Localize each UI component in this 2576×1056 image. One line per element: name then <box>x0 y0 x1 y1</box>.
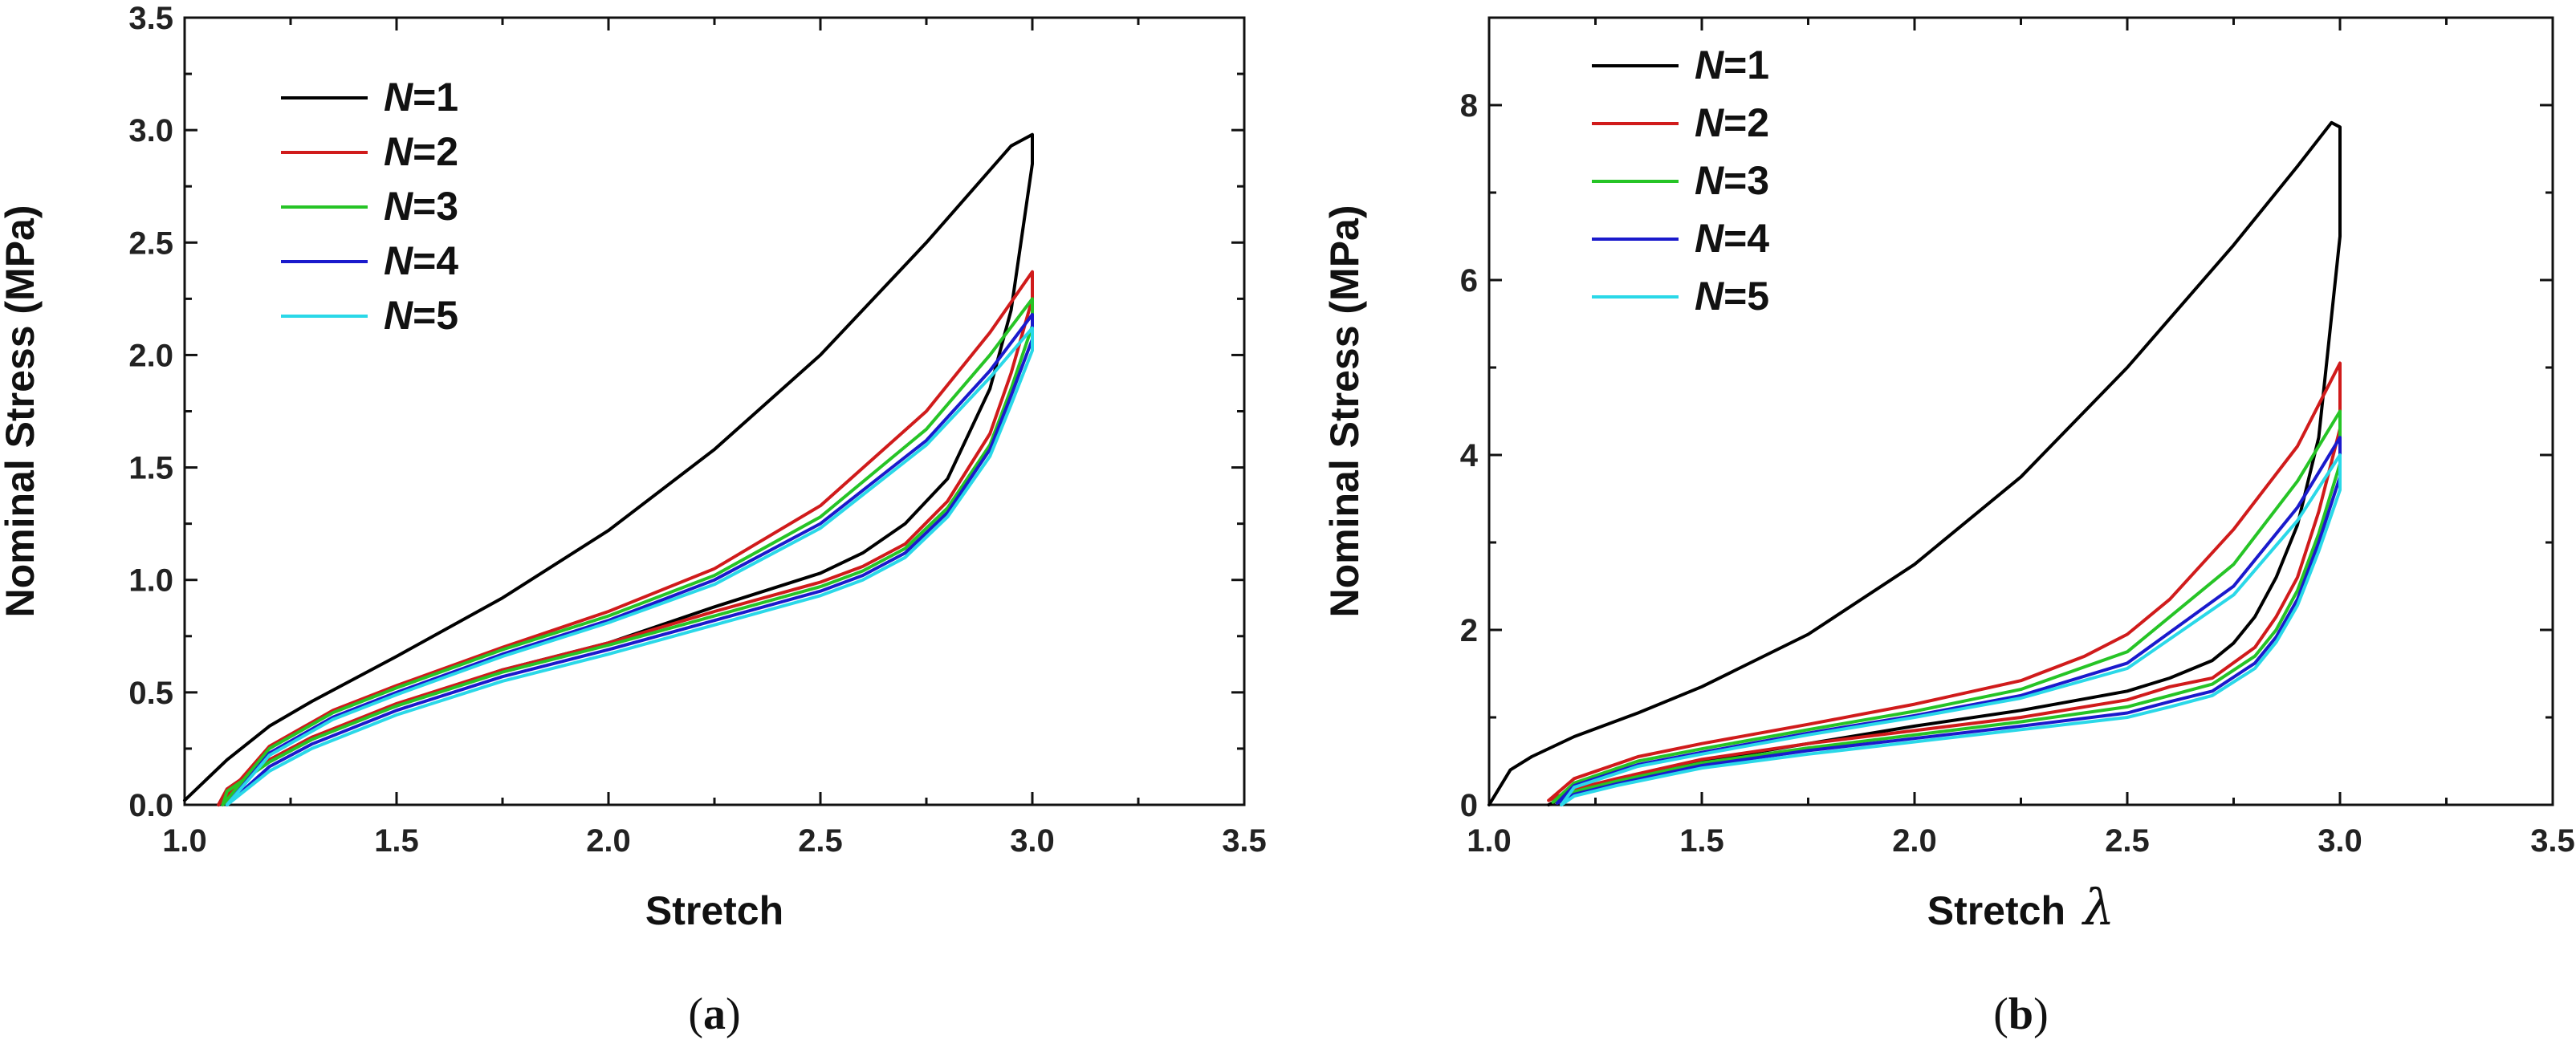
panel-b: 1.0 1.5 2.0 2.5 3.0 3.502468N=1N=2N=3N=4N=5St… <box>1322 16 2575 1039</box>
y-tick-label: 0.5 <box>128 676 173 711</box>
legend-var: N <box>1695 216 1724 261</box>
legend-val: =2 <box>413 129 458 174</box>
y-tick-label: 6 <box>1460 263 1478 299</box>
series-line-n4 <box>225 313 1034 806</box>
legend-val: =3 <box>1723 158 1769 203</box>
x-axis-title: Stretch <box>645 888 783 933</box>
legend-var: N <box>1695 274 1724 319</box>
panel-a: 1.0 1.5 2.0 2.5 3.0 3.5 0.0 0.5 1.0 1.5 2.0 2.5 3.0 3… <box>0 1 1267 1039</box>
y-tick-label: 1.0 <box>128 563 173 599</box>
legend-var: N <box>384 293 413 338</box>
caption-letter: a <box>703 989 726 1039</box>
legend-label-n1: N=1 <box>384 75 458 120</box>
legend-val: =4 <box>1723 216 1769 261</box>
legend-val: =3 <box>413 184 458 229</box>
series-line-n1 <box>1487 120 2342 806</box>
y-tick-label: 2 <box>1460 613 1478 648</box>
series-line-n4 <box>1555 436 2342 805</box>
series-line-n2 <box>217 270 1034 806</box>
caption-letter: b <box>2008 989 2033 1039</box>
x-tick-label: 2.0 <box>586 823 631 859</box>
y-tick-label: 0 <box>1460 788 1478 823</box>
y-tick-label: 1.5 <box>128 451 173 486</box>
legend-val: =2 <box>1723 100 1769 145</box>
y-tick-label: 2.0 <box>128 338 173 373</box>
legend-val: =5 <box>413 293 458 338</box>
x-axis-symbol: λ <box>2081 878 2114 936</box>
legend-var: N <box>1695 158 1724 203</box>
x-tick-label: 3.0 <box>2318 823 2362 859</box>
legend-var: N <box>1695 100 1724 145</box>
x-tick-label: 1.5 <box>374 823 419 859</box>
y-tick-label: 2.5 <box>128 225 173 261</box>
legend-label-n1: N=1 <box>1695 43 1769 87</box>
x-tick-label: 3.5 <box>2530 823 2575 859</box>
series-line-n3 <box>221 297 1034 806</box>
legend-val: =1 <box>413 75 458 120</box>
legend-label-n4: N=4 <box>1695 216 1769 261</box>
panel-caption: (a) <box>688 989 740 1039</box>
legend-var: N <box>384 238 413 283</box>
y-axis-title: Nominal Stress (MPa) <box>0 205 43 617</box>
x-tick-label: 2.5 <box>798 823 843 859</box>
x-axis-title: Stretch λ <box>1927 878 2115 936</box>
legend-var: N <box>1695 43 1724 87</box>
legend-val: =4 <box>413 238 458 283</box>
caption-open-paren: ( <box>688 989 703 1039</box>
plot-frame <box>1487 16 2554 806</box>
series-line-n5 <box>225 326 1034 806</box>
caption-open-paren: ( <box>1993 989 2008 1039</box>
legend-label-n2: N=2 <box>384 129 458 174</box>
legend-val: =1 <box>1723 43 1769 87</box>
legend-var: N <box>384 75 413 120</box>
y-tick-label: 3.5 <box>128 1 173 36</box>
legend-var: N <box>384 129 413 174</box>
x-tick-label: 3.5 <box>1222 823 1267 859</box>
panel-caption: (b) <box>1993 989 2048 1039</box>
legend-val: =5 <box>1723 274 1769 319</box>
x-tick-label: 1.0 <box>1467 823 1512 859</box>
y-tick-label: 0.0 <box>128 788 173 823</box>
y-tick-label: 4 <box>1460 438 1479 473</box>
plot-frame <box>183 16 1246 806</box>
y-tick-label: 8 <box>1460 88 1478 124</box>
x-tick-label: 1.5 <box>1679 823 1724 859</box>
x-axis-title-text: Stretch <box>645 888 783 933</box>
legend-label-n2: N=2 <box>1695 100 1769 145</box>
caption-close-paren: ) <box>2033 989 2049 1039</box>
legend-label-n3: N=3 <box>1695 158 1769 203</box>
y-axis-title: Nominal Stress (MPa) <box>1322 205 1367 617</box>
legend-label-n5: N=5 <box>384 293 458 338</box>
y-tick-label: 3.0 <box>128 113 173 148</box>
x-axis-title-text: Stretch <box>1927 888 2065 933</box>
caption-close-paren: ) <box>726 989 741 1039</box>
series-line-n3 <box>1551 409 2342 804</box>
x-tick-label: 1.0 <box>162 823 207 859</box>
legend-label-n4: N=4 <box>384 238 458 283</box>
legend-label-n3: N=3 <box>384 184 458 229</box>
x-tick-label: 3.0 <box>1010 823 1055 859</box>
series-line-n5 <box>1560 453 2342 806</box>
legend-var: N <box>384 184 413 229</box>
x-tick-label: 2.5 <box>2105 823 2150 859</box>
legend-label-n5: N=5 <box>1695 274 1769 319</box>
series-line-n1 <box>183 132 1034 806</box>
x-tick-label: 2.0 <box>1892 823 1937 859</box>
